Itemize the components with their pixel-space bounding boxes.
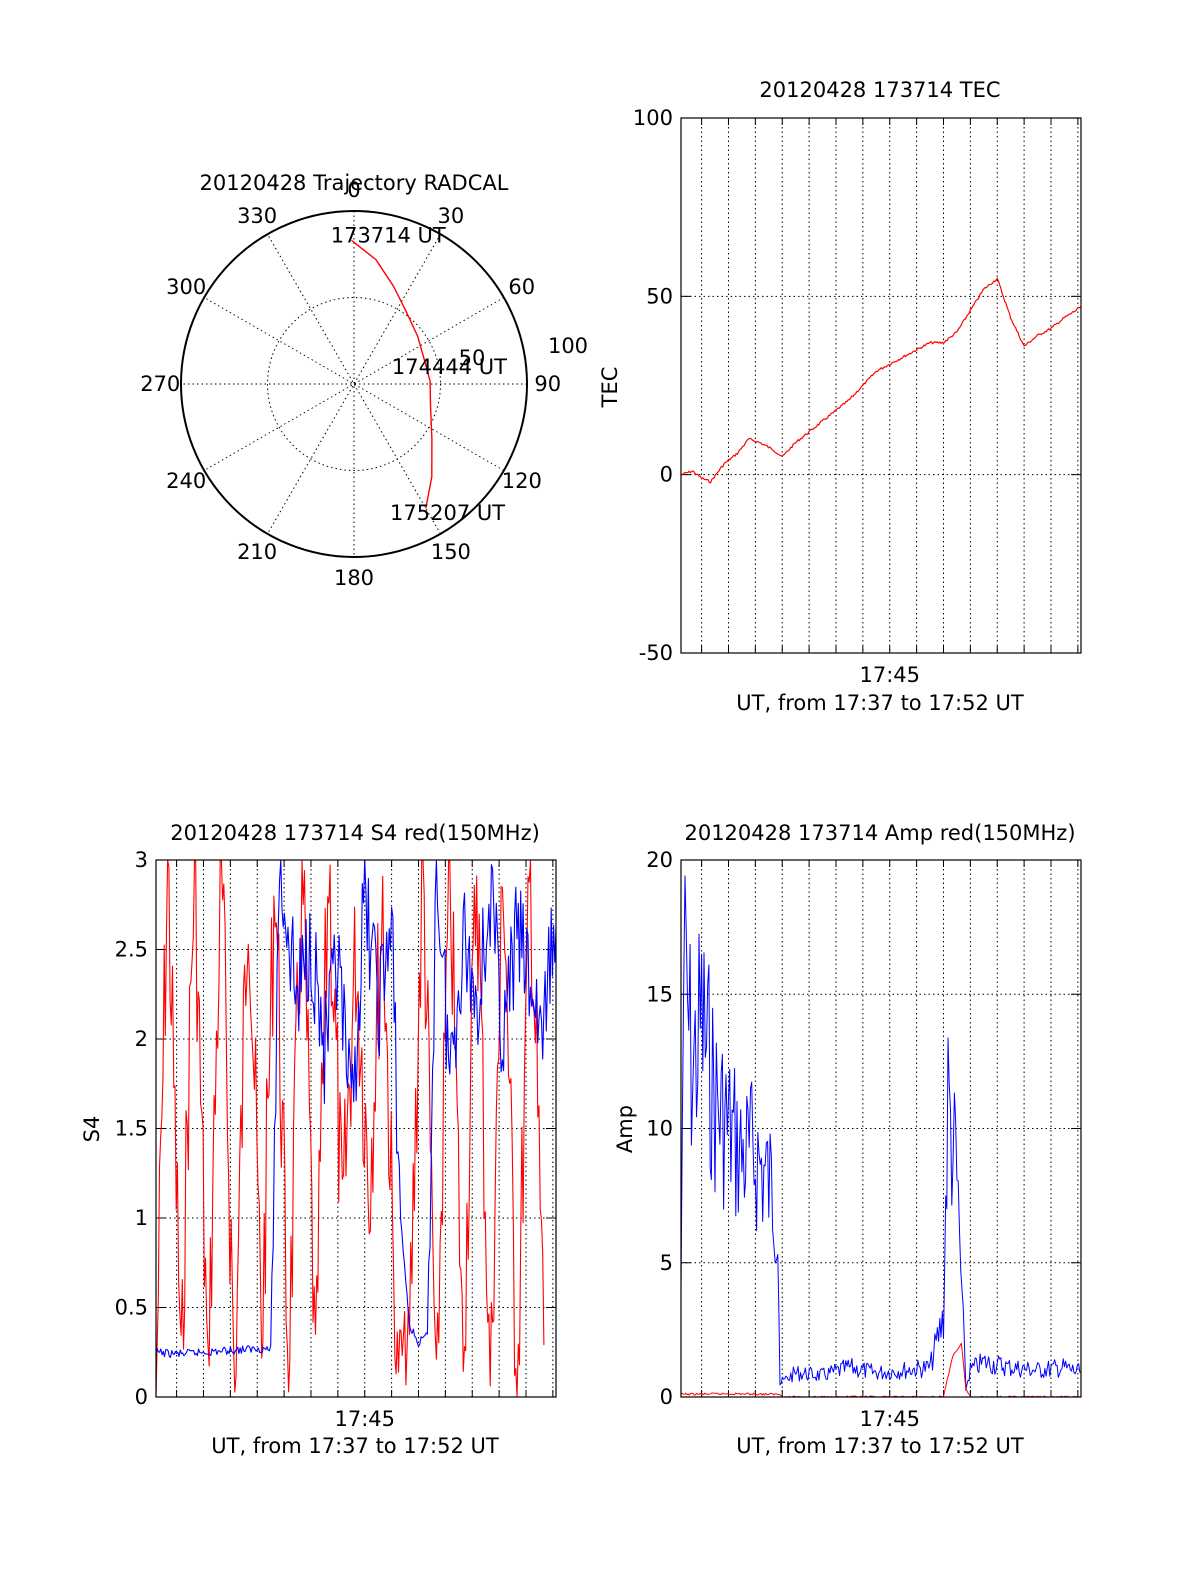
y-tick-label: 10 (646, 1117, 673, 1141)
tec-axes: -50 0 50 100 17:45 (633, 106, 1082, 687)
x-tick-label: 17:45 (859, 1407, 920, 1431)
y-tick-label: -50 (639, 641, 673, 665)
tec-series-0 (680, 277, 1082, 484)
x-tick-label: 17:45 (334, 1407, 395, 1431)
angle-label: 60 (508, 275, 535, 299)
ring-50 (267, 297, 441, 471)
angle-label: 330 (237, 204, 277, 228)
spoke (203, 297, 505, 471)
y-tick-label: 15 (646, 982, 673, 1006)
angle-label: 180 (334, 566, 374, 590)
tec-title: 20120428 173714 TEC (759, 78, 1000, 102)
x-tick-label: 17:45 (859, 663, 920, 687)
amp-series-1 (680, 1342, 1082, 1398)
spoke (267, 233, 441, 535)
angle-label: 270 (140, 372, 180, 396)
s4-xlabel: UT, from 17:37 to 17:52 UT (211, 1434, 499, 1458)
time-annotation: 175207 UT (390, 501, 505, 525)
y-tick-label: 2 (135, 1027, 148, 1051)
y-tick-label: 5 (660, 1251, 673, 1275)
angle-label: 210 (237, 540, 277, 564)
y-tick-label: 100 (633, 106, 673, 130)
tec-ylabel: TEC (598, 367, 622, 409)
radius-label: 50 (459, 346, 486, 370)
s4-series-1 (155, 859, 557, 1358)
y-tick-label: 0 (135, 1385, 148, 1409)
angle-label: 0 (347, 178, 360, 202)
y-tick-label: 1 (135, 1206, 148, 1230)
y-tick-label: 3 (135, 848, 148, 872)
amp-title: 20120428 173714 Amp red(150MHz) (684, 821, 1075, 845)
y-tick-label: 20 (646, 848, 673, 872)
time-annotation: 174444 UT (392, 355, 507, 379)
trajectory-line (351, 239, 433, 509)
trajectory-title: 20120428 Trajectory RADCAL (200, 171, 509, 195)
angle-label: 30 (438, 204, 465, 228)
amp-plot: 20120428 173714 Amp red(150MHz) UT, from… (613, 821, 1082, 1458)
trajectory-annotations: 173714 UT 174444 UT 175207 UT (331, 224, 507, 525)
spoke (203, 297, 505, 471)
plot-frame (680, 117, 1082, 654)
radius-label: 100 (548, 334, 588, 358)
s4-plot: 20120428 173714 S4 red(150MHz) UT, from … (80, 821, 557, 1458)
polar-grid (180, 210, 528, 558)
y-tick-label: 0.5 (115, 1296, 148, 1320)
trajectory-series (351, 239, 433, 509)
angle-label: 90 (534, 372, 561, 396)
y-tick-label: 1.5 (115, 1117, 148, 1141)
trajectory-polar-plot: 20120428 Trajectory RADCAL 0 30 60 90 120 150… (140, 171, 588, 590)
amp-series-0 (680, 875, 1081, 1391)
polar-labels: 0 30 60 90 120 150 180 210 240 270 300 330 50 100 (140, 178, 588, 590)
y-tick-label: 0 (660, 463, 673, 487)
plot-frame (155, 859, 557, 1398)
angle-label: 150 (431, 540, 471, 564)
spoke (267, 233, 441, 535)
time-annotation: 173714 UT (331, 224, 446, 248)
plot-frame (680, 859, 1082, 1398)
amp-xlabel: UT, from 17:37 to 17:52 UT (736, 1434, 1024, 1458)
angle-label: 240 (166, 469, 206, 493)
y-tick-label: 2.5 (115, 938, 148, 962)
s4-title: 20120428 173714 S4 red(150MHz) (170, 821, 540, 845)
tec-plot: 20120428 173714 TEC UT, from 17:37 to 17… (598, 78, 1082, 715)
tec-xlabel: UT, from 17:37 to 17:52 UT (736, 691, 1024, 715)
amp-ylabel: Amp (613, 1105, 637, 1153)
amp-axes: 0 5 10 15 20 17:45 (646, 848, 1082, 1431)
y-tick-label: 0 (660, 1385, 673, 1409)
angle-label: 120 (502, 469, 542, 493)
s4-ylabel: S4 (80, 1116, 104, 1143)
angle-label: 300 (166, 275, 206, 299)
y-tick-label: 50 (646, 284, 673, 308)
s4-axes: 0 0.5 1 1.5 2 2.5 3 17:45 (115, 848, 557, 1431)
